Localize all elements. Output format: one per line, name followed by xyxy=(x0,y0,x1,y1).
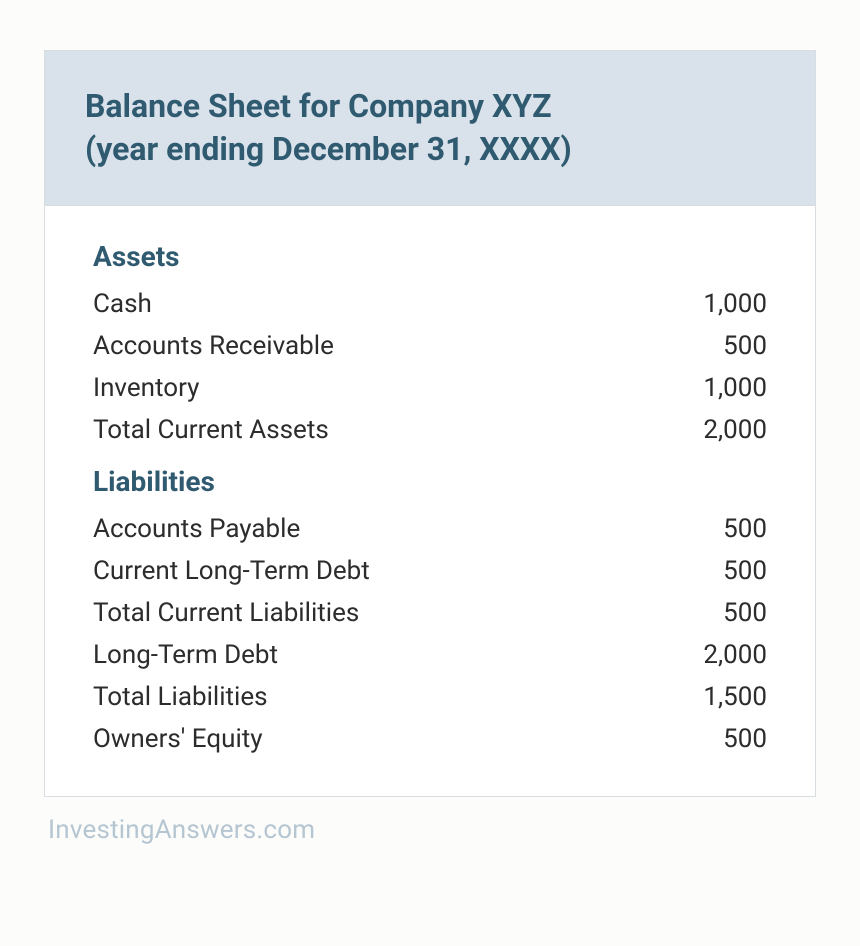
row-value: 500 xyxy=(723,598,767,628)
row-value: 2,000 xyxy=(703,415,767,445)
row-value: 500 xyxy=(723,331,767,361)
row-label: Accounts Payable xyxy=(93,514,300,544)
table-row: Cash 1,000 xyxy=(93,283,767,325)
row-value: 1,000 xyxy=(703,373,767,403)
row-value: 500 xyxy=(723,514,767,544)
row-label: Inventory xyxy=(93,373,199,403)
section-heading-liabilities: Liabilities xyxy=(93,465,767,498)
row-label: Cash xyxy=(93,289,152,319)
row-label: Accounts Receivable xyxy=(93,331,334,361)
row-value: 1,500 xyxy=(703,682,767,712)
balance-sheet-card: Balance Sheet for Company XYZ (year endi… xyxy=(44,50,816,797)
row-label: Total Liabilities xyxy=(93,682,268,712)
table-row: Accounts Payable 500 xyxy=(93,508,767,550)
row-label: Current Long-Term Debt xyxy=(93,556,370,586)
title-line-1: Balance Sheet for Company XYZ xyxy=(85,87,552,125)
table-row: Inventory 1,000 xyxy=(93,367,767,409)
table-row: Total Liabilities 1,500 xyxy=(93,676,767,718)
table-row: Accounts Receivable 500 xyxy=(93,325,767,367)
row-label: Total Current Liabilities xyxy=(93,598,359,628)
footer-attribution: InvestingAnswers.com xyxy=(44,815,816,845)
section-heading-assets: Assets xyxy=(93,240,767,273)
card-header: Balance Sheet for Company XYZ (year endi… xyxy=(45,51,815,206)
row-label: Long-Term Debt xyxy=(93,640,278,670)
row-value: 1,000 xyxy=(703,289,767,319)
row-value: 2,000 xyxy=(703,640,767,670)
row-value: 500 xyxy=(723,556,767,586)
table-row: Current Long-Term Debt 500 xyxy=(93,550,767,592)
table-row: Total Current Liabilities 500 xyxy=(93,592,767,634)
card-body: Assets Cash 1,000 Accounts Receivable 50… xyxy=(45,206,815,796)
row-label: Owners' Equity xyxy=(93,724,263,754)
row-value: 500 xyxy=(723,724,767,754)
title-line-2: (year ending December 31, XXXX) xyxy=(85,130,572,168)
table-row: Long-Term Debt 2,000 xyxy=(93,634,767,676)
row-label: Total Current Assets xyxy=(93,415,329,445)
card-title: Balance Sheet for Company XYZ (year endi… xyxy=(85,85,775,171)
table-row: Total Current Assets 2,000 xyxy=(93,409,767,451)
page-container: Balance Sheet for Company XYZ (year endi… xyxy=(0,0,860,845)
table-row: Owners' Equity 500 xyxy=(93,718,767,760)
